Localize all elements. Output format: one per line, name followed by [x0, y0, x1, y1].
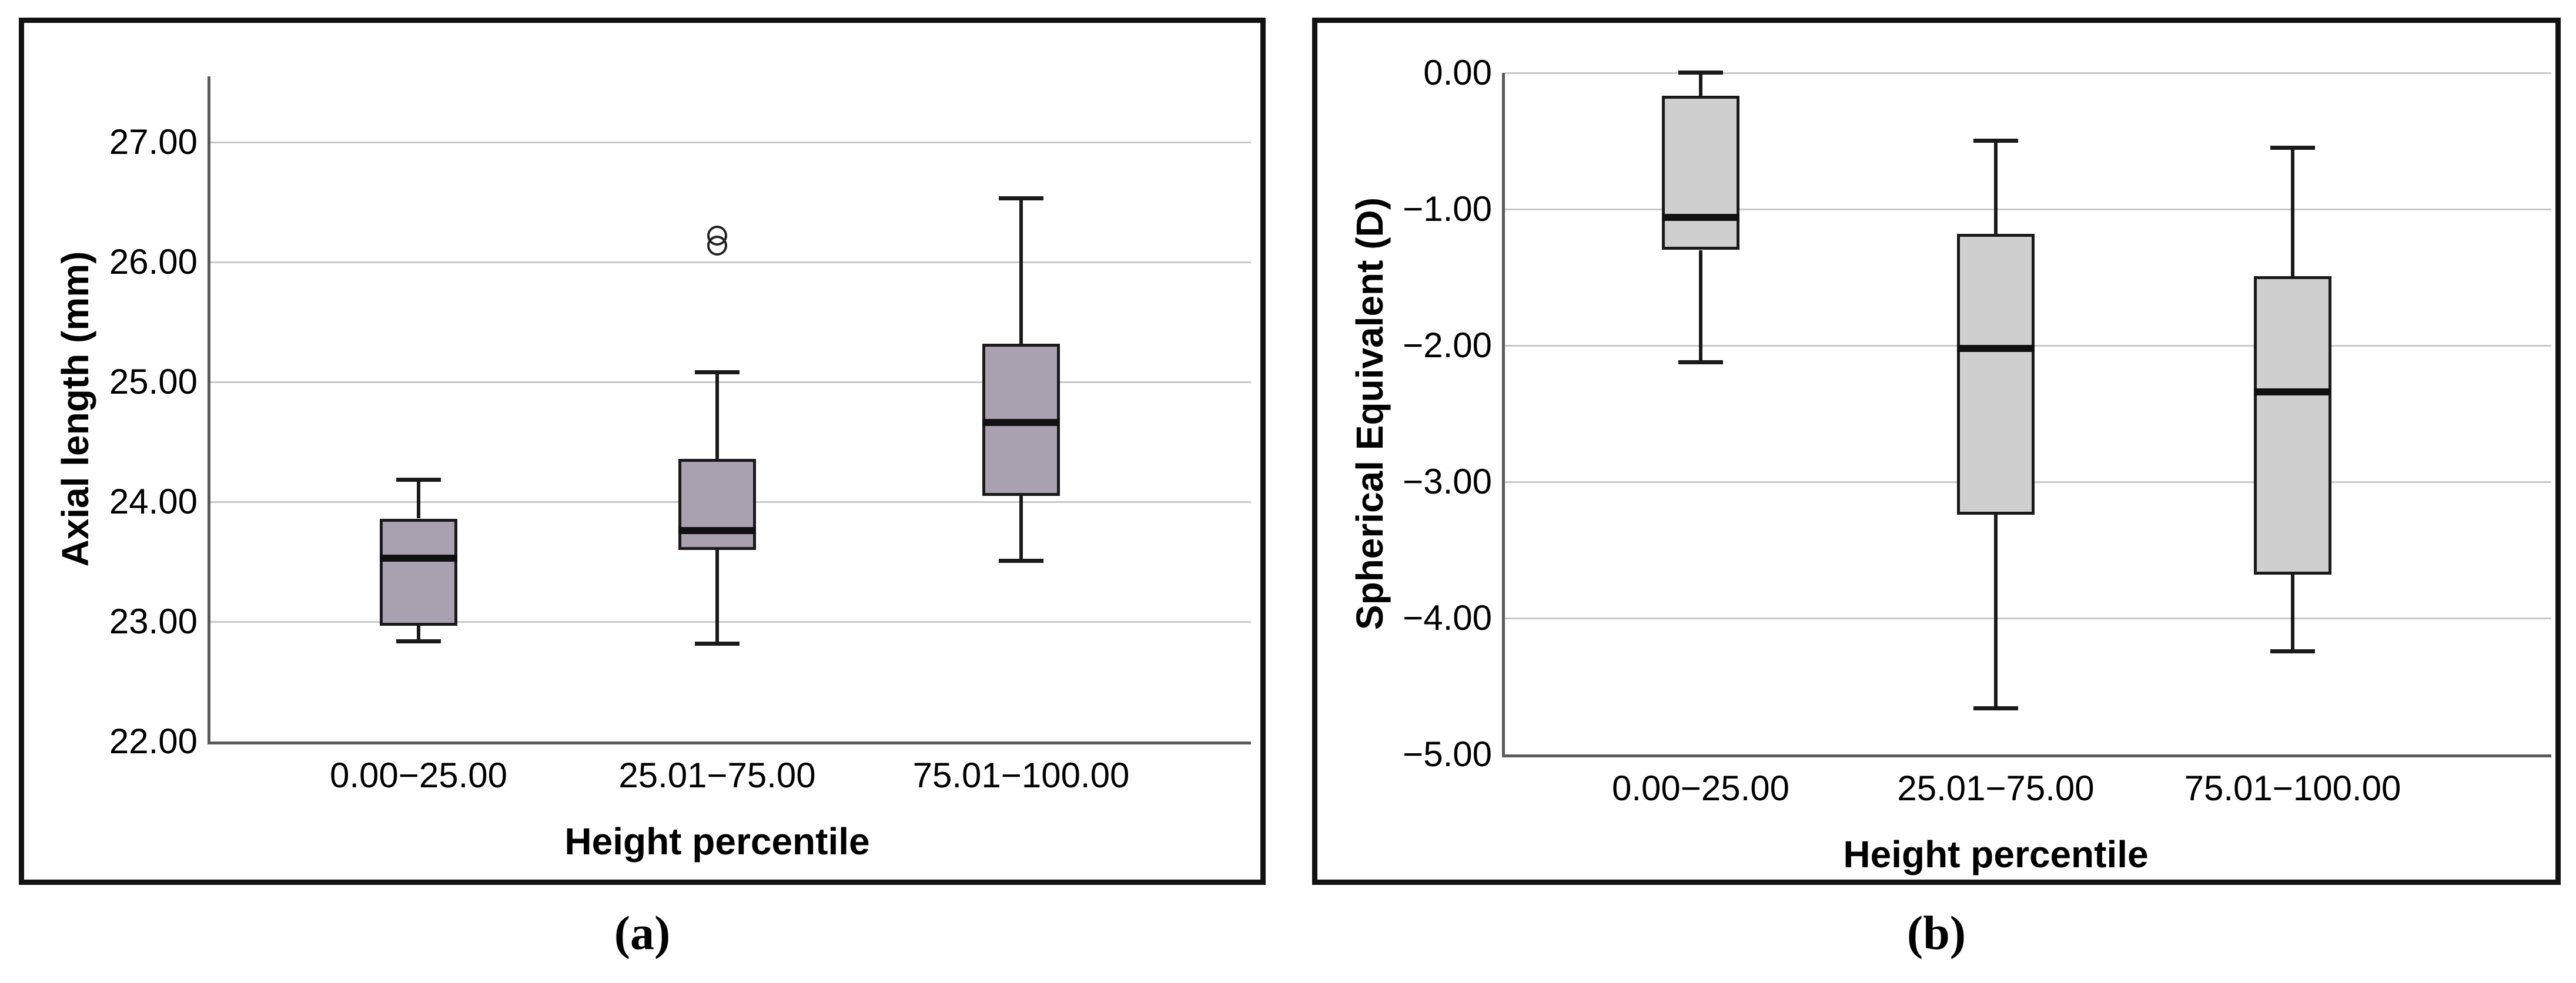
y-axis-title: Axial length (mm): [54, 251, 96, 567]
whisker-upper-stem: [1699, 73, 1702, 96]
x-tick-label: 75.01−100.00: [912, 756, 1130, 795]
y-axis-title: Spherical Equivalent (D): [1349, 197, 1391, 630]
median-line: [380, 555, 457, 562]
whisker-lower-cap: [2270, 649, 2315, 653]
y-tick-label: 0.00: [1423, 53, 1492, 92]
whisker-lower-cap: [695, 642, 740, 646]
whisker-upper-stem: [715, 373, 719, 459]
caption-a: (a): [614, 906, 671, 959]
whisker-lower-stem: [2291, 575, 2294, 651]
box: [1662, 96, 1739, 250]
caption-b: (b): [1906, 906, 1966, 959]
whisker-lower-stem: [417, 625, 420, 641]
whisker-upper-cap: [2270, 146, 2315, 150]
x-tick-label: 25.01−75.00: [618, 756, 816, 795]
y-tick-label: −2.00: [1403, 326, 1492, 365]
box: [380, 519, 457, 626]
x-tick-label: 75.01−100.00: [2184, 769, 2401, 808]
gridline: [210, 261, 1251, 263]
y-tick-label: 23.00: [109, 602, 198, 641]
y-tick-label: 24.00: [109, 482, 198, 521]
whisker-upper-stem: [1994, 141, 1998, 234]
x-axis-line: [1502, 754, 2551, 757]
y-tick-label: 26.00: [109, 242, 198, 281]
whisker-lower-stem: [1699, 250, 1702, 362]
gridline: [210, 381, 1251, 383]
y-tick-label: −3.00: [1403, 462, 1492, 501]
gridline: [1505, 618, 2551, 619]
y-axis-line: [208, 76, 210, 744]
whisker-upper-stem: [1019, 199, 1023, 344]
box: [2254, 276, 2331, 575]
whisker-upper-cap: [396, 478, 441, 482]
whisker-lower-cap: [999, 559, 1043, 563]
median-line: [1662, 214, 1739, 221]
x-axis-title: Height percentile: [1843, 833, 2149, 875]
median-line: [2254, 388, 2331, 395]
whisker-lower-cap: [1973, 706, 2018, 710]
x-tick-label: 0.00−25.00: [330, 756, 507, 795]
whisker-upper-cap: [1973, 139, 2018, 143]
whisker-upper-cap: [999, 196, 1043, 200]
whisker-lower-stem: [715, 550, 719, 643]
y-tick-label: 22.00: [109, 722, 198, 761]
y-axis-line: [1502, 73, 1505, 757]
whisker-upper-stem: [2291, 148, 2294, 276]
panel-b-spherical-equivalent-boxplot: 0.00 −1.00 −2.00 −3.00 −4.00 −5.00 Spherical E…: [1312, 18, 2561, 885]
gridline: [1505, 209, 2551, 210]
whisker-upper-stem: [417, 480, 420, 518]
outlier-circle: [707, 226, 727, 246]
y-tick-label: 27.00: [109, 122, 198, 162]
x-axis-line: [208, 742, 1251, 744]
median-line: [678, 527, 756, 534]
whisker-upper-cap: [695, 370, 740, 374]
x-tick-label: 25.01−75.00: [1897, 769, 2095, 808]
y-tick-label: 25.00: [109, 362, 198, 401]
gridline: [210, 142, 1251, 143]
whisker-lower-cap: [1678, 360, 1723, 364]
whisker-lower-stem: [1019, 496, 1023, 561]
gridline: [210, 621, 1251, 623]
gridline: [1505, 72, 2551, 74]
whisker-lower-cap: [396, 639, 441, 643]
box: [678, 459, 756, 550]
panel-a-axial-length-boxplot: 27.00 26.00 25.00 24.00 23.00 22.00 Axial leng…: [19, 18, 1266, 885]
y-tick-label: −5.00: [1403, 734, 1492, 774]
whisker-lower-stem: [1994, 515, 1998, 708]
y-tick-label: −4.00: [1403, 598, 1492, 638]
whisker-upper-cap: [1678, 71, 1723, 75]
x-axis-title: Height percentile: [564, 820, 870, 863]
median-line: [1957, 345, 2035, 352]
x-tick-label: 0.00−25.00: [1612, 769, 1789, 808]
y-tick-label: −1.00: [1403, 189, 1492, 229]
median-line: [982, 419, 1060, 426]
box: [1957, 234, 2035, 515]
